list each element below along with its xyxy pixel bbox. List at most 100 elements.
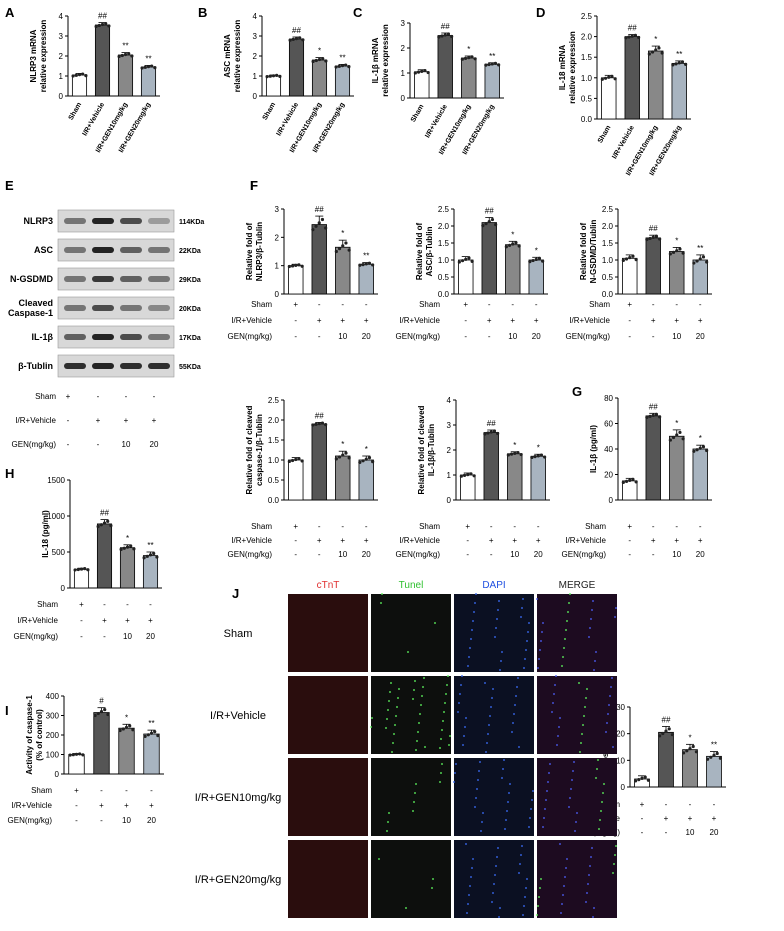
treatment-cell: - bbox=[294, 550, 297, 559]
chart-panel-F3: 0.0 0.5 1.0 1.5 2.0 2.5 Relative fold of N-GSDM… bbox=[579, 205, 712, 299]
treatment-row-label: Sham bbox=[35, 392, 56, 401]
channel-label: cTnT bbox=[317, 580, 340, 591]
fluorescence-spot bbox=[419, 713, 421, 715]
fluorescence-spot bbox=[472, 620, 474, 622]
data-point bbox=[271, 74, 276, 78]
fluorescence-spot bbox=[558, 726, 560, 728]
treatment-row-label: GEN(mg/kg) bbox=[14, 632, 59, 641]
treatment-cell: - bbox=[150, 786, 153, 795]
protein-label: β-Tublin bbox=[18, 361, 53, 371]
y-tick-label: 1 bbox=[401, 69, 406, 78]
treatment-row-label: GEN(mg/kg) bbox=[12, 440, 57, 449]
fluorescence-spot bbox=[539, 649, 541, 651]
data-point bbox=[99, 710, 104, 714]
treatment-cell: - bbox=[641, 814, 644, 823]
fluorescence-spot bbox=[501, 777, 503, 779]
data-point bbox=[367, 456, 372, 460]
treatment-cell: - bbox=[537, 522, 540, 531]
treatment-cell: 20 bbox=[146, 632, 155, 641]
y-tick-label: 3 bbox=[59, 32, 64, 41]
treatment-table: Sham + - - - I/R+Vehicle - + + + GEN(mg/kg) - - 10 20 bbox=[14, 600, 156, 641]
treatment-cell: + bbox=[102, 616, 107, 625]
y-tick-label: 0.5 bbox=[438, 273, 450, 282]
fluorescence-spot bbox=[412, 810, 414, 812]
fluorescence-spot bbox=[470, 638, 472, 640]
data-point bbox=[678, 430, 682, 435]
x-tick-label: Sham bbox=[410, 104, 426, 124]
fluorescence-spot bbox=[520, 854, 522, 856]
y-axis-label: relative expression bbox=[233, 20, 242, 93]
significance-label: * bbox=[537, 443, 540, 452]
data-point bbox=[460, 57, 464, 61]
treatment-cell: - bbox=[466, 550, 469, 559]
data-point bbox=[489, 430, 493, 434]
fluorescence-spot bbox=[586, 688, 588, 690]
treatment-row-label: I/R+Vehicle bbox=[231, 316, 272, 325]
fluorescence-spot bbox=[491, 697, 493, 699]
fluorescence-spot bbox=[572, 770, 574, 772]
treatment-cell: 20 bbox=[362, 550, 371, 559]
data-point bbox=[278, 74, 282, 78]
fluorescence-spot bbox=[507, 801, 509, 803]
data-point bbox=[634, 258, 638, 262]
fluorescence-spot bbox=[495, 627, 497, 629]
treatment-cell: + bbox=[536, 536, 541, 545]
y-axis-label: IL-18 (pg/ml) bbox=[41, 510, 50, 558]
treatment-cell: + bbox=[651, 316, 656, 325]
treatment-cell: 10 bbox=[672, 332, 681, 341]
data-point bbox=[466, 473, 470, 477]
fluorescence-spot bbox=[467, 903, 469, 905]
data-point bbox=[493, 61, 498, 65]
data-point bbox=[371, 263, 375, 267]
data-point bbox=[81, 72, 85, 76]
fluorescence-spot bbox=[392, 742, 394, 744]
panel-letter: F bbox=[250, 178, 258, 193]
data-point bbox=[648, 414, 652, 418]
fluorescence-spot bbox=[473, 611, 475, 613]
significance-label: * bbox=[126, 534, 129, 543]
treatment-cell: + bbox=[148, 616, 153, 625]
fluorescence-spot bbox=[552, 702, 554, 704]
y-tick-label: 1.0 bbox=[438, 256, 450, 265]
data-point bbox=[543, 455, 547, 459]
blot-band bbox=[92, 334, 114, 340]
blot-band bbox=[148, 247, 170, 253]
bar bbox=[692, 448, 708, 501]
data-point bbox=[156, 733, 160, 738]
treatment-cell: - bbox=[488, 300, 491, 309]
bar bbox=[288, 265, 304, 295]
fluorescence-spot bbox=[536, 598, 538, 600]
fluorescence-spot bbox=[605, 731, 607, 733]
data-point bbox=[671, 435, 676, 440]
row-label: I/R+GEN10mg/kg bbox=[195, 792, 282, 804]
data-point bbox=[646, 778, 651, 782]
data-point bbox=[311, 228, 315, 232]
data-point bbox=[675, 433, 679, 437]
fluorescence-spot bbox=[521, 845, 523, 847]
fluorescence-spot bbox=[497, 847, 499, 849]
fluorescence-spot bbox=[447, 675, 449, 677]
bar bbox=[648, 50, 664, 120]
y-tick-label: 1.5 bbox=[268, 436, 280, 445]
data-point bbox=[705, 448, 709, 453]
micrograph-tile bbox=[454, 676, 534, 754]
data-point bbox=[290, 264, 295, 268]
panel-letter: B bbox=[198, 5, 207, 20]
data-point bbox=[600, 77, 604, 81]
treatment-cell: 20 bbox=[534, 550, 543, 559]
fluorescence-spot bbox=[595, 777, 597, 779]
y-tick-label: 80 bbox=[604, 394, 613, 403]
data-point bbox=[84, 74, 88, 78]
data-point bbox=[712, 753, 716, 757]
data-point bbox=[334, 65, 338, 69]
data-point bbox=[484, 63, 488, 67]
treatment-cell: - bbox=[464, 316, 467, 325]
y-axis-label: relative expression bbox=[381, 24, 390, 97]
fluorescence-spot bbox=[378, 858, 380, 860]
y-tick-label: 3 bbox=[447, 421, 452, 430]
blot-strip bbox=[57, 325, 175, 349]
treatment-cell: + bbox=[698, 316, 703, 325]
fluorescence-spot bbox=[566, 620, 568, 622]
fluorescence-spot bbox=[439, 781, 441, 783]
blot-band bbox=[120, 363, 142, 369]
